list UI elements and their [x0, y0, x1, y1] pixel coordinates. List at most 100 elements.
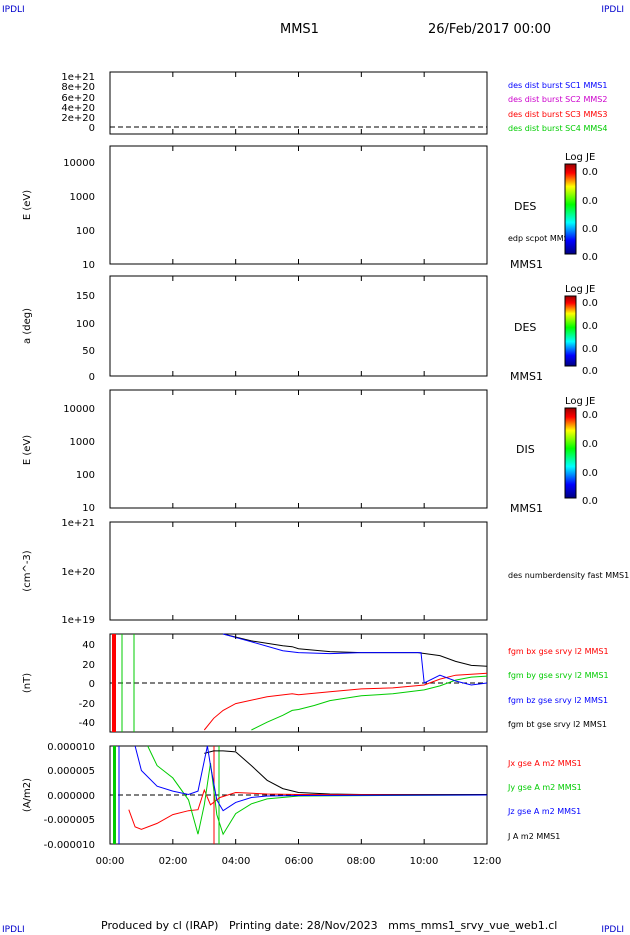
p6-tick-1: 20 — [82, 660, 95, 671]
p1-legend-0: des dist burst SC1 MMS1 — [508, 81, 607, 90]
p6-tick-4: -40 — [79, 718, 95, 729]
panel-density: 1e+21 1e+20 1e+19 (cm^-3) des numberdens… — [22, 518, 629, 626]
p5-tick-1: 1e+20 — [61, 567, 95, 578]
logo-right: IPDLI — [601, 5, 624, 15]
time-label-0: 00:00 — [96, 856, 125, 867]
p1-tick-5: 0 — [89, 123, 95, 134]
p4-tick-1: 1000 — [70, 437, 95, 448]
p2-cbar-title: Log JE — [565, 152, 595, 163]
p5-tick-2: 1e+19 — [61, 615, 95, 626]
p6-tick-0: 40 — [82, 640, 95, 651]
p2-cbar-tick-1: 0.0 — [582, 196, 598, 207]
p4-tick-0: 10000 — [63, 404, 95, 415]
p2-sat: MMS1 — [510, 258, 543, 271]
time-label-2: 04:00 — [222, 856, 251, 867]
p3-name: DES — [514, 321, 536, 334]
p1-legend-3: des dist burst SC4 MMS4 — [508, 124, 607, 133]
p1-tick-0: 1e+21 — [61, 72, 95, 83]
p1-tick-2: 6e+20 — [61, 93, 95, 104]
p6-lines-series-2 — [251, 675, 488, 731]
footer-text: Produced by cl (IRAP) Printing date: 28/… — [101, 919, 558, 932]
panel-fgm: 40 20 0 -20 -40 (nT) fgm bx gse srvy l2 … — [22, 633, 609, 733]
p3-tick-0: 150 — [76, 291, 95, 302]
p7-series-group — [128, 745, 488, 836]
p5-ylabel: (cm^-3) — [22, 550, 33, 591]
p2-name: DES — [514, 200, 536, 213]
p5-legend: des numberdensity fast MMS1 — [508, 571, 629, 580]
p6-legend-2: fgm bz gse srvy l2 MMS1 — [508, 696, 608, 705]
p3-cbar-tick-2: 0.0 — [582, 344, 598, 355]
p3-tick-3: 0 — [89, 372, 95, 383]
time-axis: 00:00 02:00 04:00 06:00 08:00 10:00 12:0… — [96, 856, 502, 867]
p4-sat: MMS1 — [510, 502, 543, 515]
time-label-3: 06:00 — [285, 856, 314, 867]
p6-legend-0: fgm bx gse srvy l2 MMS1 — [508, 647, 609, 656]
p3-sat: MMS1 — [510, 370, 543, 383]
p7-lines-series-2 — [147, 745, 488, 836]
p6-series-group — [203, 633, 488, 731]
panel-current: 0.000010 0.000005 0.000000 -0.000005 -0.… — [22, 742, 582, 851]
time-label-5: 10:00 — [410, 856, 439, 867]
p7-lines-series-3 — [134, 745, 488, 812]
p3-cbar-tick-0: 0.0 — [582, 298, 598, 309]
p4-tick-2: 100 — [76, 470, 95, 481]
p7-legend-2: Jz gse A m2 MMS1 — [507, 807, 581, 816]
p6-lines-series-1 — [203, 672, 488, 731]
p6-red-spike — [112, 634, 116, 732]
p6-tick-3: -20 — [79, 699, 95, 710]
p3-cbar-title: Log JE — [565, 284, 595, 295]
p4-cbar-tick-0: 0.0 — [582, 410, 598, 421]
footer-logo-left: IPDLI — [2, 925, 25, 935]
p2-tick-2: 100 — [76, 226, 95, 237]
p4-cbar-title: Log JE — [565, 396, 595, 407]
p6-tick-2: 0 — [89, 679, 95, 690]
p7-ylabel: (A/m2) — [22, 778, 33, 812]
p7-legend-0: Jx gse A m2 MMS1 — [507, 759, 582, 768]
p2-note: edp scpot MMS1 — [508, 234, 574, 243]
p2-cbar-tick-0: 0.0 — [582, 167, 598, 178]
panel-dis-energy: 10000 1000 100 10 E (eV) DIS MMS1 Log JE… — [22, 389, 598, 515]
p7-lines-series-1 — [128, 788, 488, 830]
p7-legend-1: Jy gse A m2 MMS1 — [507, 783, 582, 792]
panel-2-frame — [109, 145, 488, 265]
footer-logo-right: IPDLI — [601, 925, 624, 935]
p2-tick-3: 10 — [82, 260, 95, 271]
tick-marks — [109, 72, 488, 844]
p4-ylabel: E (eV) — [22, 435, 33, 465]
p3-tick-2: 50 — [82, 346, 95, 357]
p6-legend-3: fgm bt gse srvy l2 MMS1 — [508, 720, 607, 729]
time-label-6: 12:00 — [473, 856, 502, 867]
panel-1-frame — [109, 71, 488, 135]
p1-tick-1: 8e+20 — [61, 82, 95, 93]
time-label-1: 02:00 — [159, 856, 188, 867]
date-title: 26/Feb/2017 00:00 — [428, 22, 551, 37]
p6-legend-1: fgm by gse srvy l2 MMS1 — [508, 671, 609, 680]
p1-tick-3: 4e+20 — [61, 103, 95, 114]
p6-lines-series-3 — [222, 633, 488, 686]
p3-cbar-tick-3: 0.0 — [582, 366, 598, 377]
p2-tick-1: 1000 — [70, 192, 95, 203]
p1-legend-1: des dist burst SC2 MMS2 — [508, 95, 607, 104]
p4-colorbar — [564, 407, 577, 499]
logo-left: IPDLI — [2, 5, 25, 15]
p7-tick-4: -0.000010 — [44, 840, 95, 851]
p3-tick-1: 100 — [76, 319, 95, 330]
p4-cbar-tick-2: 0.0 — [582, 468, 598, 479]
panel-3-frame — [109, 275, 488, 377]
p4-name: DIS — [516, 443, 535, 456]
time-label-4: 08:00 — [347, 856, 376, 867]
panel-des-dist-burst: 1e+21 8e+20 6e+20 4e+20 2e+20 0 des dist… — [61, 71, 607, 135]
spacecraft-title: MMS1 — [280, 22, 319, 37]
p7-green-spike — [113, 746, 116, 844]
p5-tick-0: 1e+21 — [61, 518, 95, 529]
p3-cbar-tick-1: 0.0 — [582, 321, 598, 332]
p3-colorbar — [564, 295, 577, 367]
p4-tick-3: 10 — [82, 503, 95, 514]
p3-ylabel: a (deg) — [22, 308, 33, 344]
p2-cbar-tick-3: 0.0 — [582, 252, 598, 263]
p1-tick-4: 2e+20 — [61, 113, 95, 124]
p4-cbar-tick-3: 0.0 — [582, 496, 598, 507]
p7-legend-3: J A m2 MMS1 — [507, 832, 560, 841]
panel-5-frame — [109, 521, 488, 621]
